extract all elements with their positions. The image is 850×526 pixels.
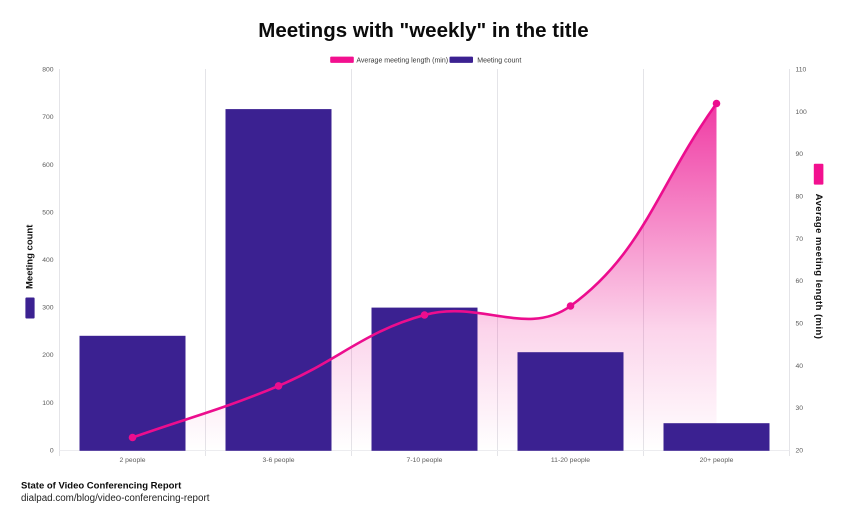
svg-text:Meeting count: Meeting count [24,224,35,289]
svg-text:State of Video Conferencing Re: State of Video Conferencing Report [21,481,182,492]
svg-text:Meeting count: Meeting count [477,57,521,64]
svg-text:40: 40 [796,363,804,370]
svg-text:11-20 people: 11-20 people [551,457,590,464]
svg-text:7-10 people: 7-10 people [407,457,443,464]
svg-text:2 people: 2 people [119,457,145,464]
svg-text:500: 500 [42,209,54,216]
svg-text:3-6 people: 3-6 people [262,457,294,464]
svg-text:80: 80 [796,194,804,201]
svg-text:400: 400 [42,257,54,264]
svg-text:70: 70 [796,236,804,243]
svg-text:Average meeting length (min): Average meeting length (min) [813,194,824,340]
svg-text:30: 30 [796,405,804,412]
svg-text:800: 800 [42,67,54,74]
svg-text:50: 50 [796,321,804,328]
svg-text:20+ people: 20+ people [700,457,734,464]
svg-text:300: 300 [42,305,54,312]
svg-text:0: 0 [50,448,54,455]
svg-text:60: 60 [796,278,804,285]
svg-text:20: 20 [796,448,804,455]
svg-text:110: 110 [796,67,807,74]
svg-text:90: 90 [796,151,804,158]
svg-text:dialpad.com/blog/video-confere: dialpad.com/blog/video-conferencing-repo… [21,493,210,504]
svg-text:100: 100 [796,109,808,116]
svg-text:700: 700 [42,114,54,121]
svg-text:200: 200 [42,352,54,359]
svg-text:100: 100 [42,400,54,407]
svg-text:Average meeting length (min): Average meeting length (min) [356,57,448,64]
svg-text:600: 600 [42,162,54,169]
svg-text:Meetings with "weekly" in the: Meetings with "weekly" in the title [258,19,588,42]
